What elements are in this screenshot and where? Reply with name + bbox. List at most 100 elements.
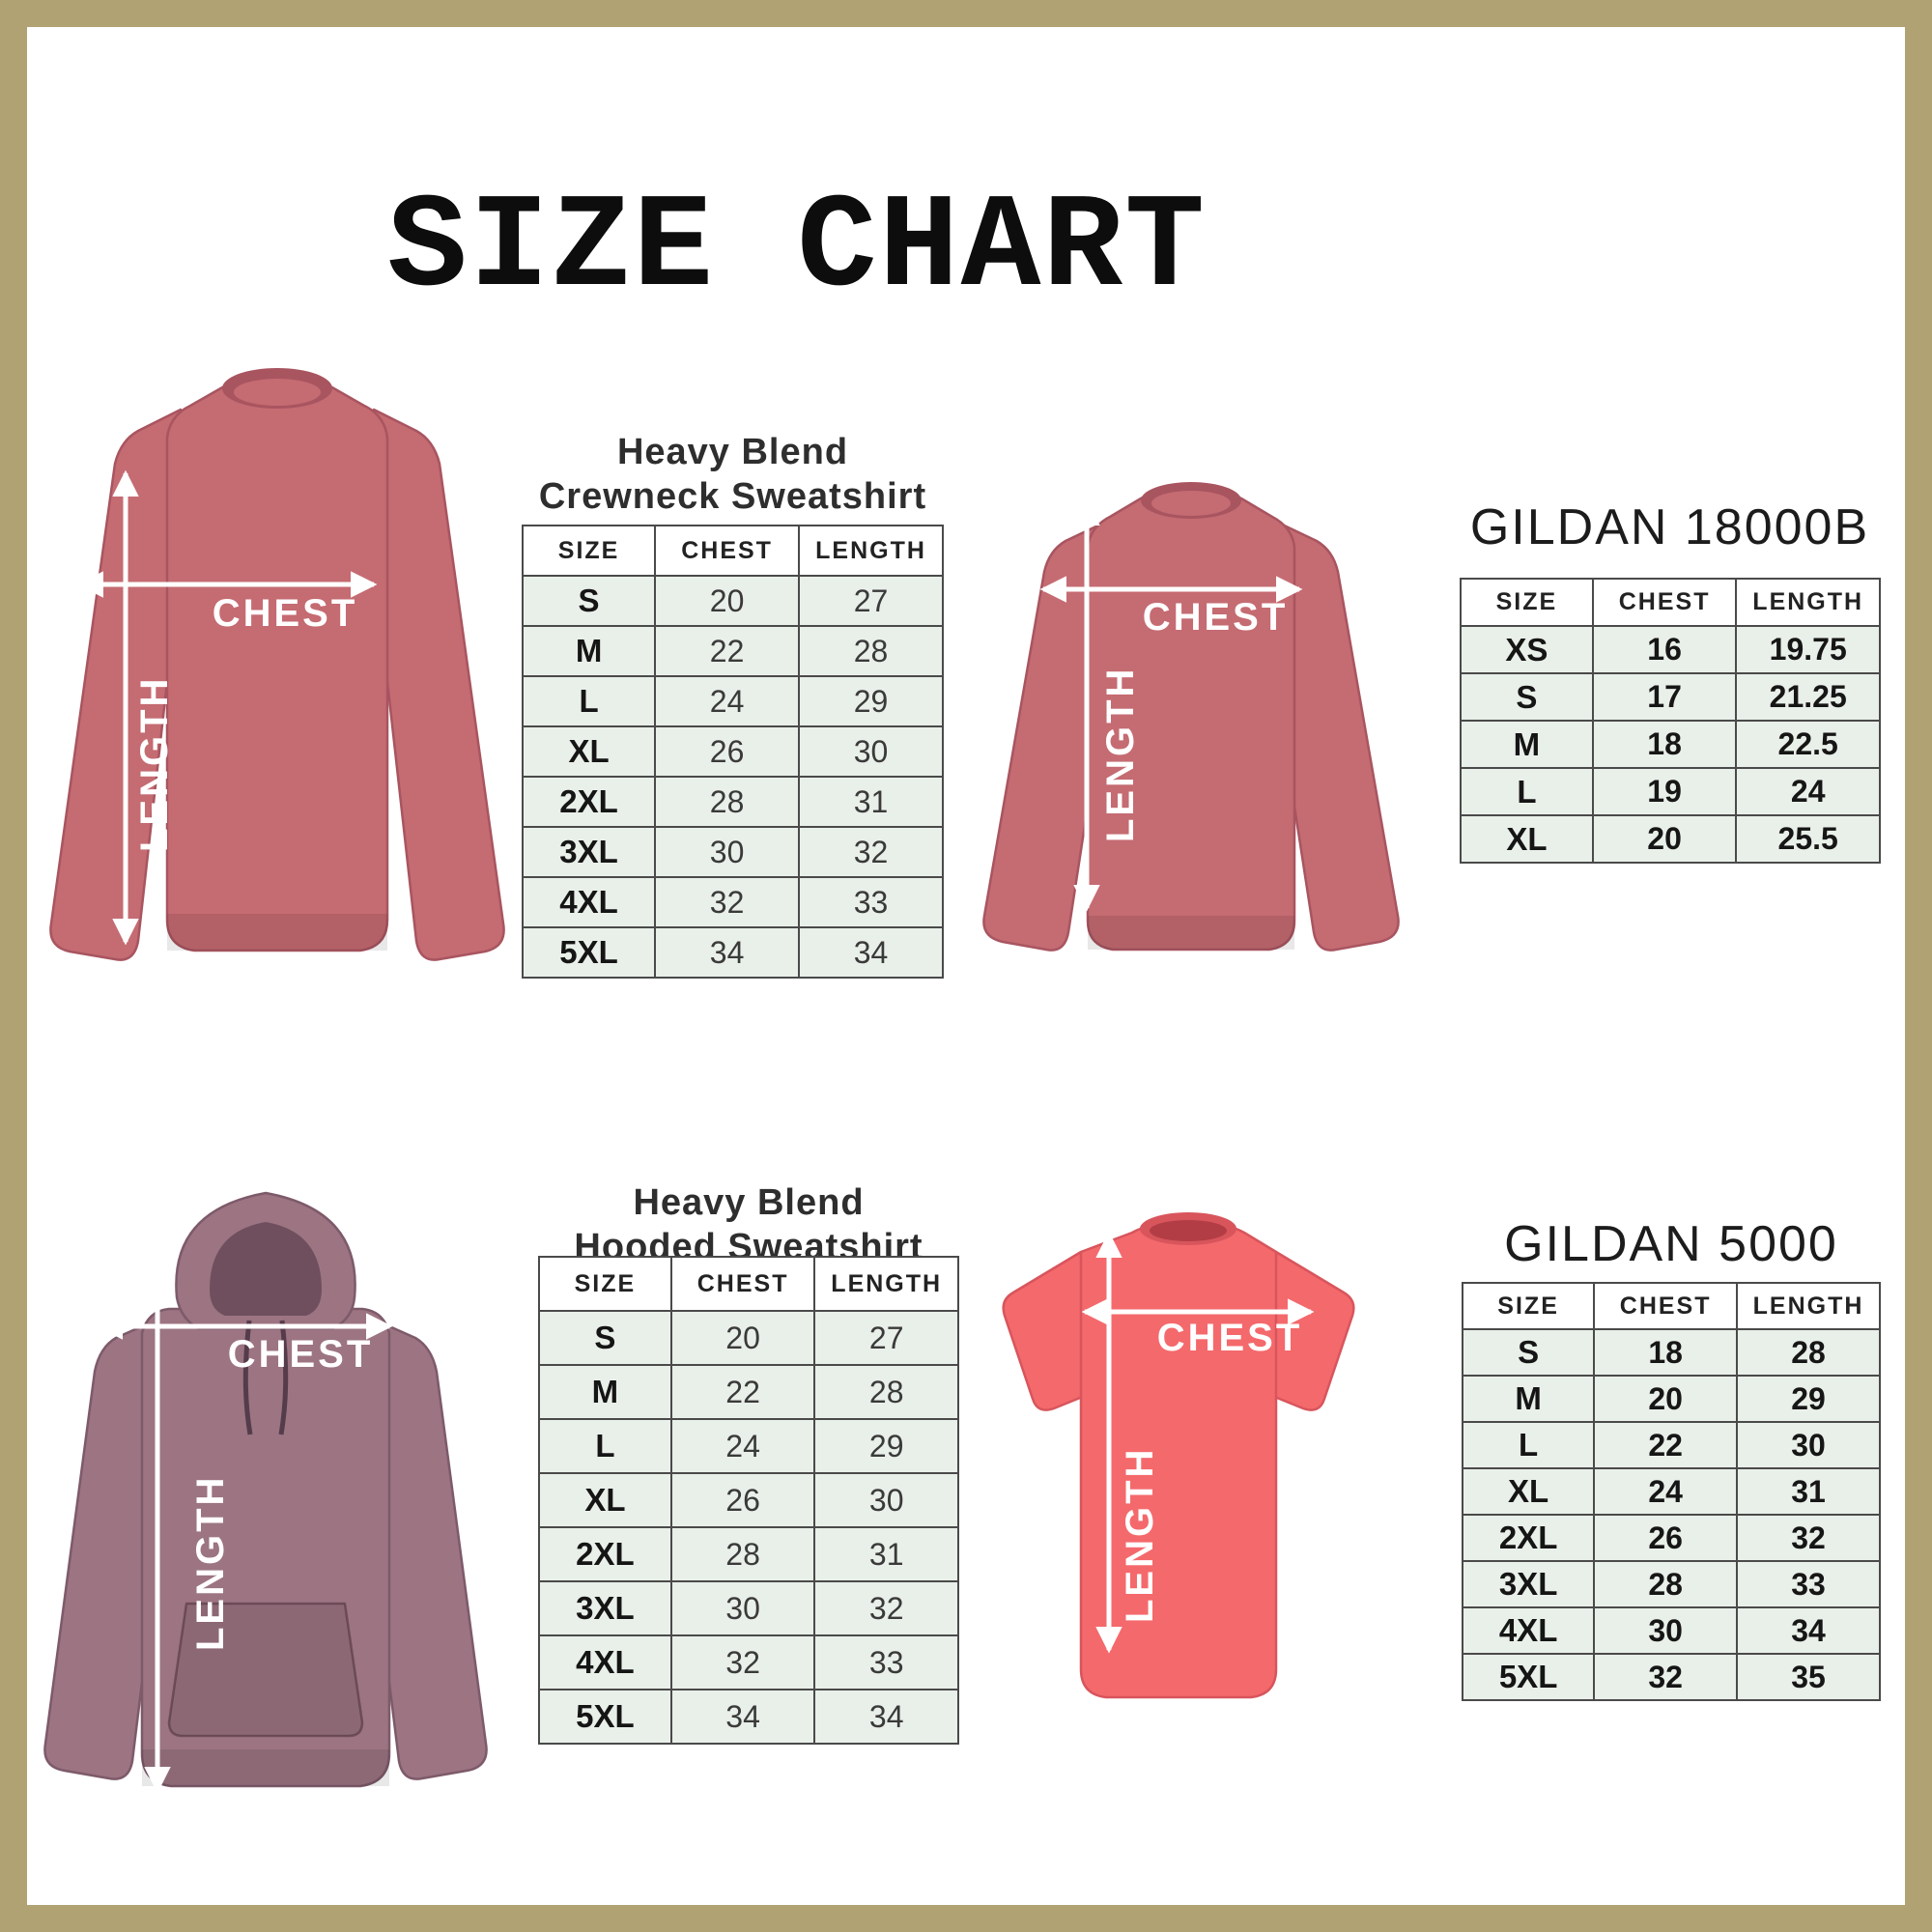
value-cell: 31 [813,1526,959,1582]
product-title-line1: Heavy Blend [633,1182,865,1223]
hem-band [142,1749,389,1786]
value-cell: 33 [813,1634,959,1690]
value-cell: 33 [1736,1560,1881,1608]
size-cell: M [538,1364,672,1420]
size-cell: S [1460,672,1594,722]
value-cell: 30 [669,1580,816,1636]
size-cell: 3XL [521,826,657,878]
value-cell: 32 [798,826,944,878]
value-cell: 32 [813,1580,959,1636]
column-header: CHEST [669,1256,816,1312]
hood-opening [210,1222,322,1316]
table-row: L 24 29 [521,675,944,727]
value-cell: 28 [813,1364,959,1420]
table-row: S 17 21.25 [1460,672,1881,722]
value-cell: 28 [1593,1560,1739,1608]
size-cell: L [538,1418,672,1474]
size-cell: XL [538,1472,672,1528]
value-cell: 20 [1591,814,1738,864]
size-cell: 3XL [538,1580,672,1636]
value-cell: 22 [654,625,801,677]
length-label: LENGTH [1119,1447,1161,1623]
length-label: LENGTH [189,1475,232,1651]
value-cell: 28 [669,1526,816,1582]
value-cell: 30 [654,826,801,878]
chest-label: CHEST [213,592,358,635]
value-cell: 34 [669,1689,816,1745]
value-cell: 26 [1593,1514,1739,1562]
size-table-gildan-18000b: SIZE CHEST LENGTH XS 16 19.75 S 17 21.25 M 18 22.5 L… [1460,578,1881,864]
table-row: S 18 28 [1461,1328,1881,1377]
header-row: SIZE CHEST LENGTH [538,1256,959,1312]
value-cell: 20 [1593,1375,1739,1423]
value-cell: 33 [798,876,944,928]
table-row: L 24 29 [538,1418,959,1474]
sleeve [1270,1250,1355,1411]
value-cell: 28 [1736,1328,1881,1377]
value-cell: 20 [669,1310,816,1366]
product-title-gildan-18000b: GILDAN 18000B [1469,499,1870,555]
value-cell: 30 [1593,1606,1739,1655]
table-row: S 20 27 [538,1310,959,1366]
value-cell: 18 [1593,1328,1739,1377]
table-row: XL 26 30 [521,725,944,778]
size-cell: M [1461,1375,1596,1423]
column-header: CHEST [1591,578,1738,627]
size-cell: L [1460,767,1594,816]
table-row: M 22 28 [521,625,944,677]
value-cell: 30 [813,1472,959,1528]
value-cell: 19.75 [1735,625,1881,674]
value-cell: 32 [1593,1653,1739,1701]
measure-arrows: CHEST LENGTH [1081,1231,1315,1654]
table-row: XL 26 30 [538,1472,959,1528]
value-cell: 32 [654,876,801,928]
header-row: SIZE CHEST LENGTH [521,525,944,577]
size-cell: L [521,675,657,727]
value-cell: 28 [798,625,944,677]
size-table-gildan-5000: SIZE CHEST LENGTH S 18 28 M 20 29 L 22 30 XL 24 31 2XL 2… [1461,1282,1881,1701]
table-row: XL 24 31 [1461,1467,1881,1516]
crewneck-sweatshirt-graphic: CHEST LENGTH [982,482,1400,952]
value-cell: 28 [654,776,801,828]
measure-arrows: CHEST LENGTH [76,469,378,946]
value-cell: 27 [798,575,944,627]
size-cell: S [538,1310,672,1366]
hooded-sweatshirt-graphic: CHEST LENGTH [43,1191,488,1794]
table-row: 5XL 34 34 [521,926,944,979]
size-cell: 5XL [538,1689,672,1745]
value-cell: 30 [798,725,944,778]
value-cell: 24 [1735,767,1881,816]
hooded-sweatshirt-photo: CHEST LENGTH [24,1174,507,1831]
table-row: 3XL 30 32 [521,826,944,878]
size-table-hooded: SIZE CHEST LENGTH S 20 27 M 22 28 L 24 29 XL 26 30 2XL 2… [538,1256,959,1745]
size-cell: S [521,575,657,627]
value-cell: 27 [813,1310,959,1366]
column-header: LENGTH [798,525,944,577]
size-cell: 2XL [521,776,657,828]
size-cell: L [1461,1421,1596,1469]
table-row: 5XL 32 35 [1461,1653,1881,1701]
value-cell: 29 [798,675,944,727]
value-cell: 18 [1591,720,1738,769]
length-label: LENGTH [133,676,176,852]
value-cell: 30 [1736,1421,1881,1469]
header-row: SIZE CHEST LENGTH [1460,578,1881,627]
value-cell: 22.5 [1735,720,1881,769]
size-cell: 2XL [1461,1514,1596,1562]
measure-arrows: CHEST LENGTH [1039,498,1303,912]
value-cell: 21.25 [1735,672,1881,722]
column-header: CHEST [654,525,801,577]
value-cell: 34 [1736,1606,1881,1655]
table-row: 4XL 32 33 [521,876,944,928]
size-cell: 4XL [521,876,657,928]
size-cell: 4XL [538,1634,672,1690]
value-cell: 16 [1591,625,1738,674]
value-cell: 22 [669,1364,816,1420]
column-header: CHEST [1593,1282,1739,1330]
column-header: SIZE [1461,1282,1596,1330]
t-shirt-graphic: CHEST LENGTH [1002,1212,1355,1699]
column-header: SIZE [1460,578,1594,627]
hoodie-shape [43,1191,488,1788]
gildan-5000-photo: CHEST LENGTH [971,1188,1406,1729]
